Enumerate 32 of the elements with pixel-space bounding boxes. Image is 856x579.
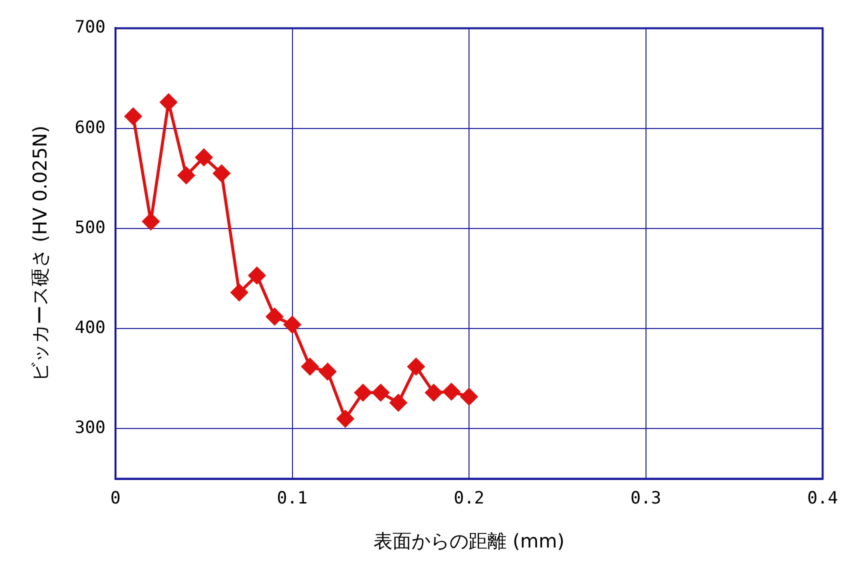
point (390, 394, 407, 412)
point (354, 384, 372, 402)
x-tick-label: 0.4 (807, 488, 838, 508)
x-tick-label: 0.3 (630, 488, 662, 508)
y-tick-label: 300 (74, 418, 106, 438)
point (160, 94, 178, 111)
point (425, 384, 442, 402)
point (142, 212, 160, 230)
point (284, 316, 301, 334)
y-tick-label: 400 (74, 318, 106, 338)
y-tick-label: 700 (74, 18, 106, 38)
y-tick-label: 500 (74, 218, 106, 238)
point (124, 108, 142, 125)
y-axis-title: ビッカース硬さ (HV 0.025N) (29, 126, 52, 382)
point (266, 308, 284, 326)
point (336, 410, 354, 428)
point (319, 363, 336, 380)
x-axis-title: 表面からの距離 (mm) (374, 530, 565, 553)
point (230, 284, 248, 302)
point (301, 358, 318, 376)
point (248, 267, 266, 284)
point (408, 358, 425, 376)
x-tick-label: 0.2 (454, 488, 484, 508)
point (178, 166, 195, 184)
y-tick-label: 600 (74, 118, 106, 138)
x-tick-label: 0 (110, 488, 121, 508)
point (213, 164, 230, 182)
x-tick-label: 0.1 (276, 488, 308, 508)
point (372, 384, 390, 402)
point (460, 388, 478, 406)
point (442, 383, 460, 400)
point (195, 148, 212, 166)
